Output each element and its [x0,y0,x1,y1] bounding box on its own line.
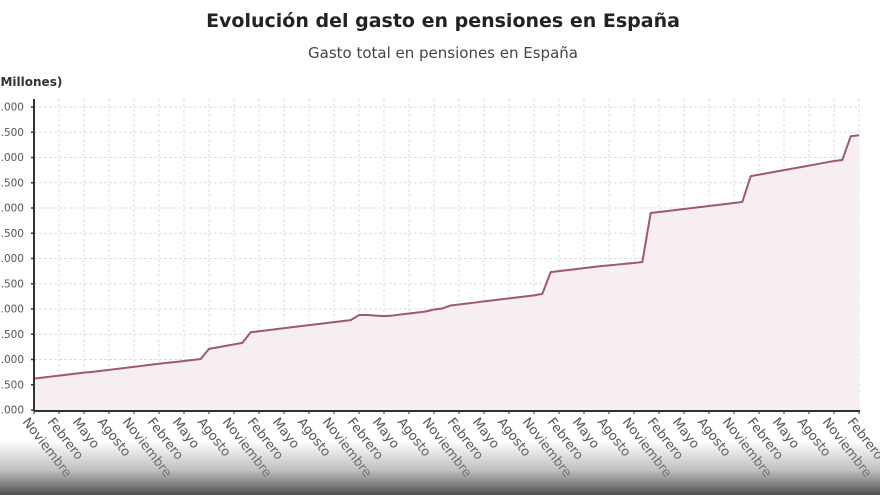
y-tick-label: 12.500 [0,177,24,189]
y-tick-label: 13.000 [0,152,24,164]
y-tick-label: 13.500 [0,127,24,139]
y-tick-label: 8.000 [0,405,24,417]
y-tick-label: 11.500 [0,228,24,240]
y-tick-label: 10.000 [0,304,24,316]
series-line [33,134,860,380]
y-axis-label: (Millones) [0,75,63,89]
y-tick-label: 9.000 [0,354,24,366]
chart-title: Evolución del gasto en pensiones en Espa… [206,10,680,32]
y-tick-label: 12.000 [0,203,24,215]
y-tick-label: 14.000 [0,102,24,114]
chart-subtitle: Gasto total en pensiones en España [308,44,578,62]
y-tick-label: 10.500 [0,278,24,290]
y-tick-label: 8.500 [0,379,24,391]
y-tick-label: 9.500 [0,329,24,341]
area-fill [34,135,859,410]
y-tick-label: 11.000 [0,253,24,265]
